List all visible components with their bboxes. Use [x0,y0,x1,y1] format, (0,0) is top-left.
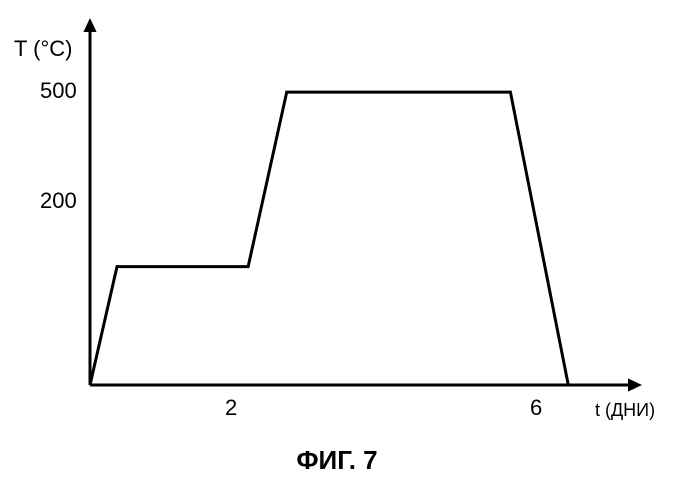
chart-svg [0,0,674,500]
y-tick-200: 200 [40,188,77,214]
x-axis-label: t (ДНИ) [595,400,655,421]
figure-caption: ФИГ. 7 [0,445,674,476]
y-axis-label: T (°C) [14,36,73,62]
y-tick-500: 500 [40,78,77,104]
x-tick-6: 6 [530,395,542,421]
x-tick-2: 2 [225,395,237,421]
chart-container: T (°C) 500 200 2 6 t (ДНИ) ФИГ. 7 [0,0,674,500]
